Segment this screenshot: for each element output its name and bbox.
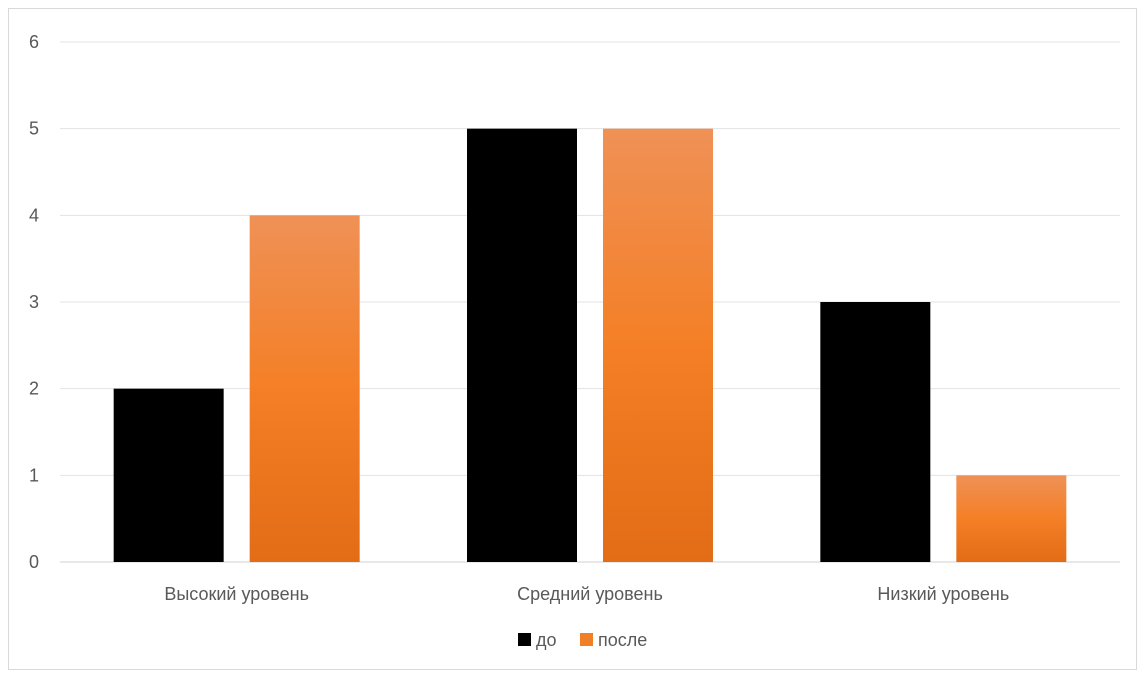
y-tick-label: 4: [29, 205, 39, 225]
legend-swatch: [580, 633, 593, 646]
y-tick-label: 3: [29, 292, 39, 312]
y-tick-label: 0: [29, 552, 39, 572]
bar-do: [113, 388, 224, 562]
bar-posle: [603, 128, 713, 562]
bar-posle: [249, 215, 360, 563]
legend-label: до: [536, 630, 557, 650]
x-tick-label: Средний уровень: [517, 584, 663, 604]
y-tick-label: 5: [29, 119, 39, 139]
legend-swatch: [518, 633, 531, 646]
y-tick-label: 1: [29, 465, 39, 485]
x-tick-label: Высокий уровень: [164, 584, 309, 604]
legend-label: после: [598, 630, 647, 650]
bar-do: [820, 302, 931, 562]
bars: [113, 128, 1067, 563]
bar-do: [467, 128, 577, 562]
legend: до после: [518, 630, 647, 650]
y-tick-label: 2: [29, 379, 39, 399]
bar-posle: [956, 475, 1067, 562]
x-axis-ticks: Высокий уровень Средний уровень Низкий уро…: [164, 584, 1009, 604]
x-tick-label: Низкий уровень: [877, 584, 1009, 604]
gridlines: [60, 41, 1120, 563]
y-axis-ticks: 0 1 2 3 4 5 6: [29, 32, 39, 572]
y-tick-label: 6: [29, 32, 39, 52]
